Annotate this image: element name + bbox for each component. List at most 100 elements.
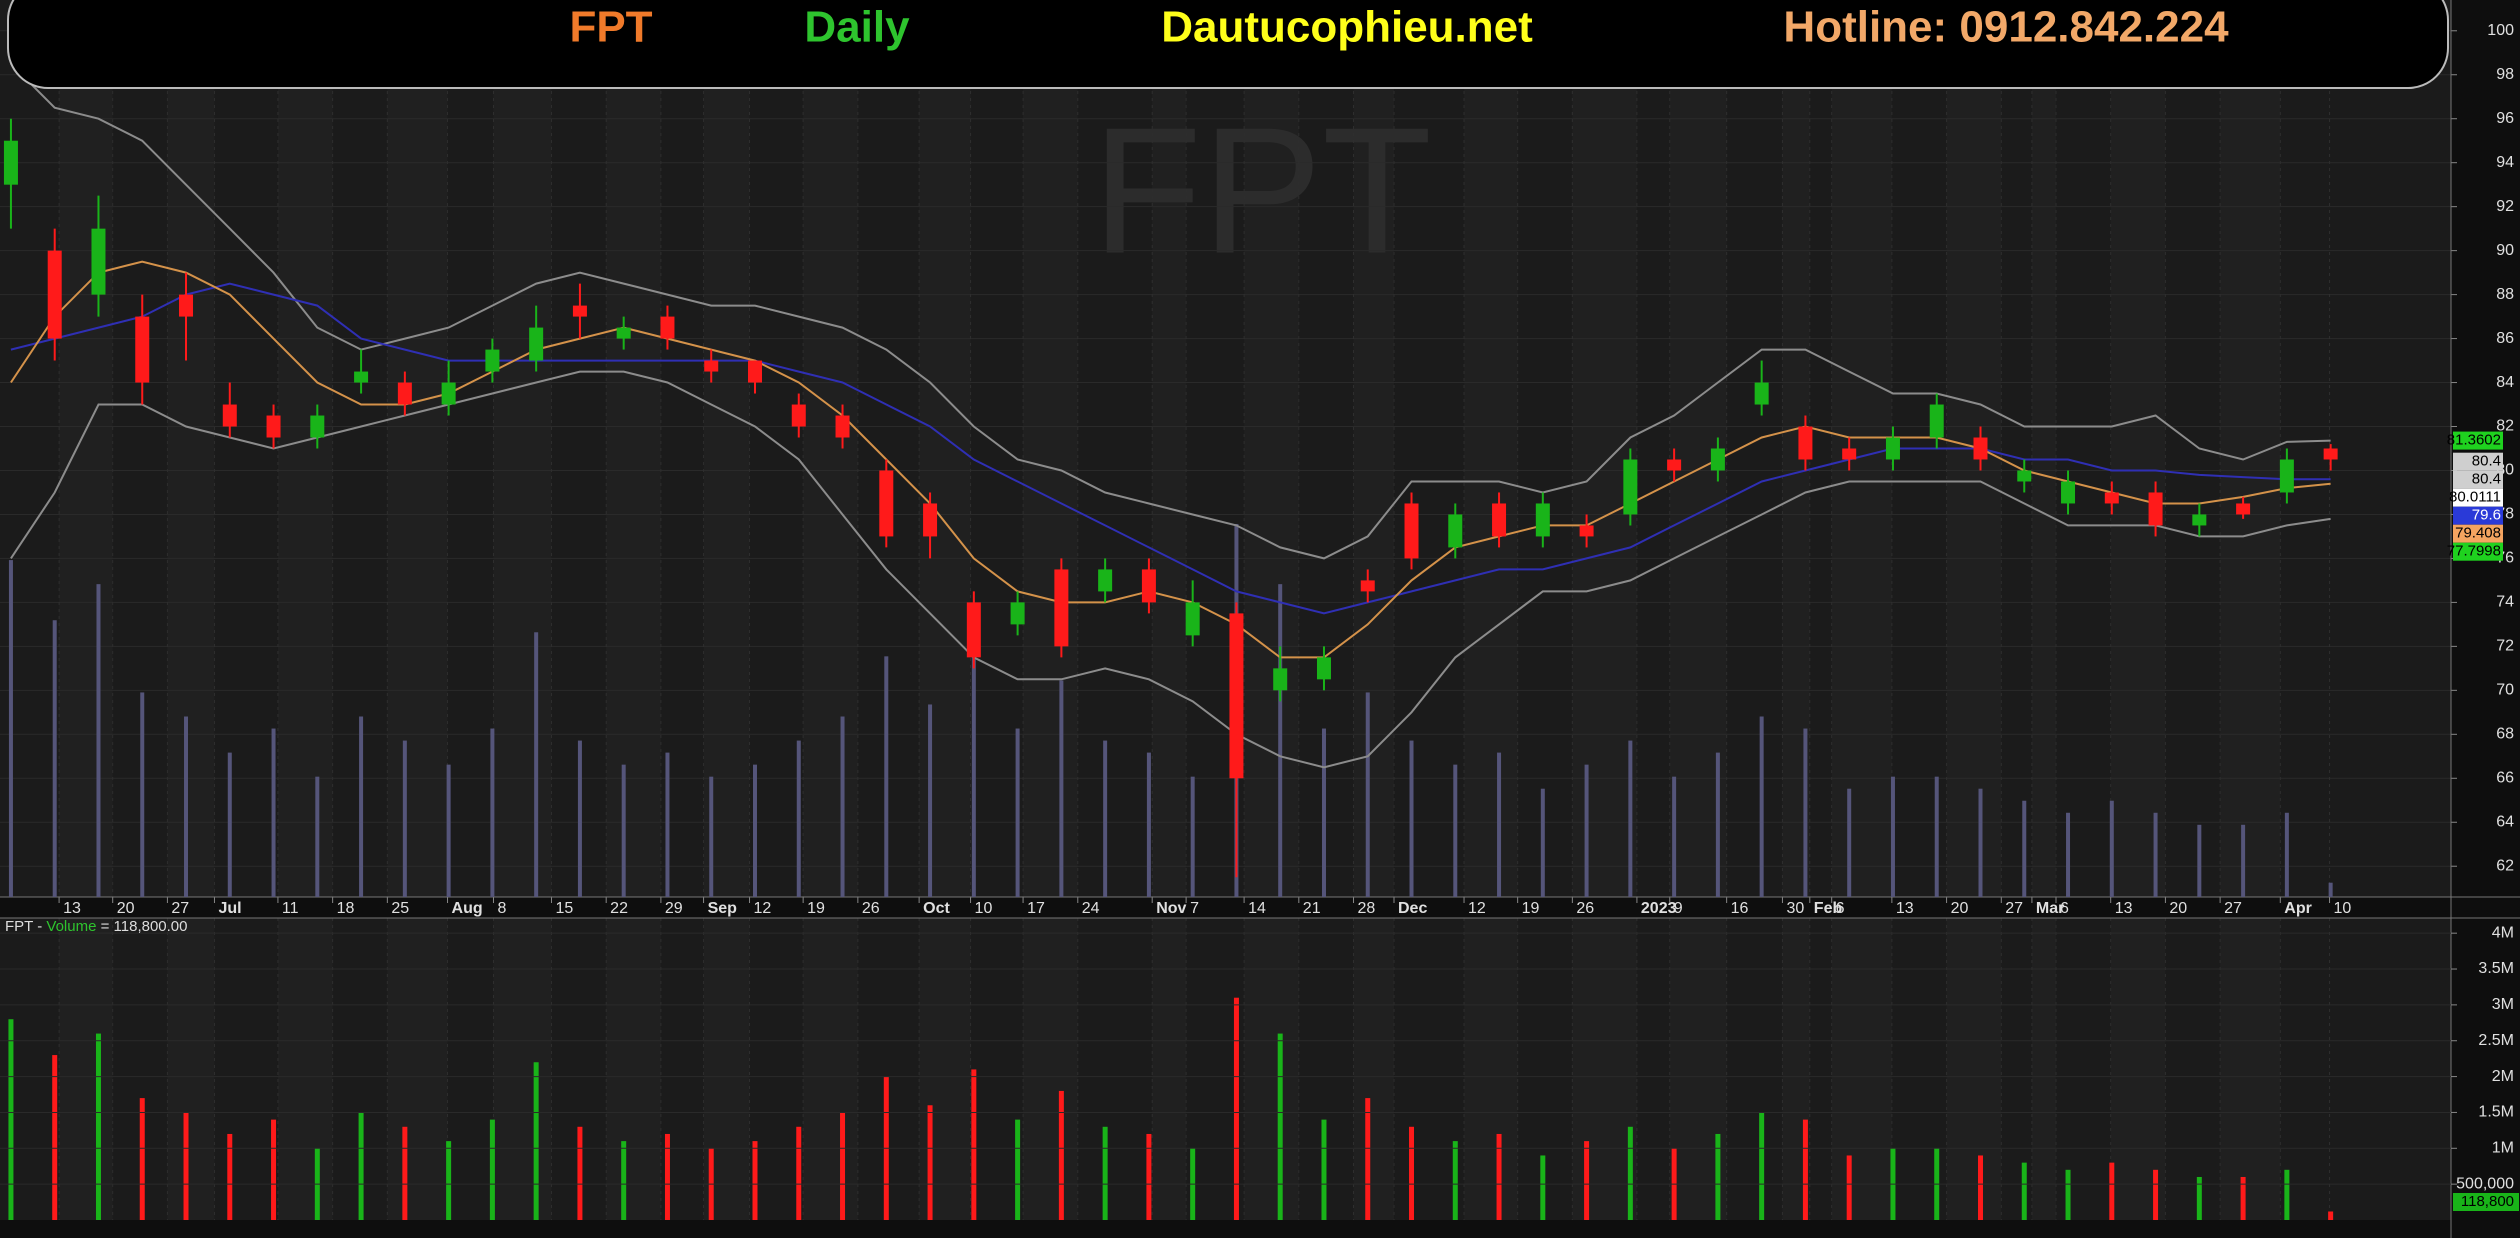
volume-bar: [621, 1141, 627, 1220]
volume-overlay-bar: [271, 728, 276, 897]
candle-body: [1098, 569, 1113, 592]
candle-body: [1492, 503, 1507, 537]
volume-bar: [927, 1105, 933, 1220]
x-tick-label: 10: [2334, 900, 2352, 917]
candle-body: [1316, 657, 1331, 680]
week-band: [1464, 0, 1518, 897]
watermark: FPT: [1092, 91, 1432, 292]
volume-overlay-bar: [52, 620, 57, 897]
volume-bar: [1277, 1033, 1283, 1220]
volume-overlay-bar: [1321, 728, 1326, 897]
volume-overlay-bar: [1103, 740, 1108, 897]
volume-bar: [358, 1112, 364, 1220]
x-tick-label: 19: [807, 900, 825, 917]
x-tick-label: 15: [555, 900, 573, 917]
y-tick-label: 100: [2487, 22, 2514, 39]
volume-overlay-bar: [402, 740, 407, 897]
candle-body: [2017, 470, 2032, 482]
y-tick-label: 64: [2496, 813, 2514, 830]
volume-overlay-bar: [446, 764, 451, 897]
week-band: [1831, 918, 1892, 1220]
candle-body: [1623, 459, 1638, 515]
x-tick-label: Jul: [218, 900, 241, 917]
candle-body: [2104, 492, 2119, 504]
y-tick-label: 3M: [2492, 996, 2514, 1013]
volume-bar: [1715, 1133, 1721, 1220]
volume-bar: [1802, 1119, 1808, 1220]
last-value-box: [2453, 431, 2503, 450]
x-tick-label: 27: [2005, 900, 2023, 917]
volume-bar: [840, 1112, 846, 1220]
last-volume-label: 118,800: [2461, 1193, 2514, 1210]
week-band: [167, 918, 215, 1220]
volume-bar: [2284, 1169, 2290, 1220]
volume-bar: [1233, 997, 1239, 1220]
candle-body: [1929, 404, 1944, 438]
week-band: [1152, 0, 1187, 897]
volume-overlay-bar: [840, 716, 845, 897]
x-tick-label: 9: [1674, 900, 1683, 917]
volume-overlay-bar: [315, 776, 320, 897]
volume-overlay-bar: [2284, 812, 2289, 897]
volume-bar: [1627, 1126, 1633, 1220]
volume-bar: [752, 1141, 758, 1220]
x-tick-label: 19: [1522, 900, 1540, 917]
week-band: [2110, 918, 2166, 1220]
candle-body: [1754, 382, 1769, 405]
y-tick-label: 1M: [2492, 1140, 2514, 1157]
volume-overlay-bar: [2241, 824, 2246, 897]
x-tick-label: 16: [1731, 900, 1749, 917]
candle-body: [2279, 459, 2294, 493]
y-tick-label: 84: [2496, 374, 2514, 391]
last-value-label: 79.6: [2472, 507, 2501, 524]
volume-overlay-bar: [227, 752, 232, 897]
volume-bar: [489, 1119, 495, 1220]
candle-body: [1667, 459, 1682, 471]
week-band: [493, 918, 552, 1220]
volume-bar: [1759, 1112, 1765, 1220]
volume-overlay-bar: [96, 584, 101, 897]
y-tick-label: 90: [2496, 242, 2514, 259]
volume-bar: [95, 1033, 101, 1220]
volume-bar: [971, 1069, 977, 1220]
candle-body: [310, 415, 325, 438]
volume-overlay-bar: [1278, 584, 1283, 897]
volume-overlay-bar: [1059, 680, 1064, 897]
y-tick-label: 70: [2496, 682, 2514, 699]
volume-bar: [2153, 1169, 2159, 1220]
candle-body: [1579, 525, 1594, 537]
x-tick-label: Nov: [1156, 900, 1186, 917]
y-tick-label: 86: [2496, 330, 2514, 347]
y-tick-label: 4M: [2492, 924, 2514, 941]
volume-bar: [1846, 1155, 1852, 1220]
week-band: [2031, 0, 2056, 897]
x-tick-label: 25: [391, 900, 409, 917]
candle-body: [966, 602, 981, 658]
candle-body: [1273, 668, 1288, 691]
header-text: Hotline: 0912.842.224: [1783, 3, 2229, 52]
x-tick-label: Sep: [708, 900, 738, 917]
volume-bar: [533, 1062, 539, 1220]
candle-body: [266, 415, 281, 438]
y-tick-label: 1.5M: [2478, 1104, 2514, 1121]
volume-bar: [1146, 1133, 1152, 1220]
candle-body: [179, 294, 194, 317]
y-tick-label: 2M: [2492, 1068, 2514, 1085]
volume-bar: [1452, 1141, 1458, 1220]
volume-overlay-bar: [1409, 740, 1414, 897]
x-tick-label: 14: [1248, 900, 1266, 917]
y-tick-label: 98: [2496, 66, 2514, 83]
candle-body: [704, 360, 719, 372]
y-tick-label: 96: [2496, 110, 2514, 127]
volume-bar: [1365, 1098, 1371, 1220]
x-tick-label: 13: [1896, 900, 1914, 917]
volume-overlay-bar: [1978, 788, 1983, 897]
volume-overlay-bar: [577, 740, 582, 897]
y-tick-label: 66: [2496, 769, 2514, 786]
week-band: [387, 918, 448, 1220]
volume-bar: [2021, 1162, 2027, 1220]
x-tick-label: 24: [1082, 900, 1100, 917]
x-tick-label: 30: [1786, 900, 1804, 917]
week-band: [606, 0, 661, 897]
